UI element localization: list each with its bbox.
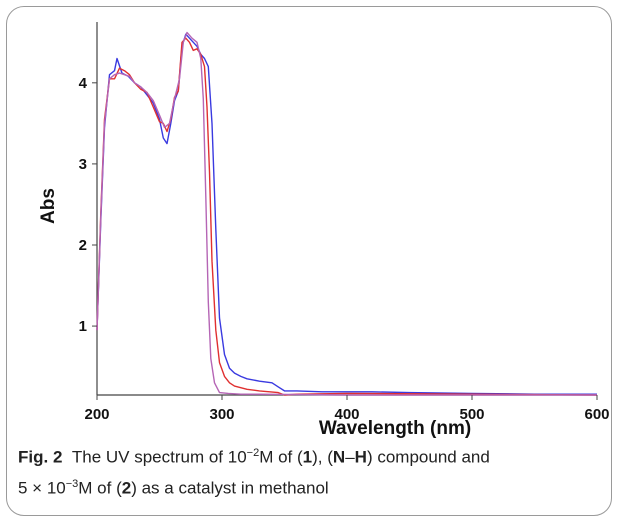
y-axis-title: Abs: [38, 188, 59, 224]
caption-compound-2: 2: [121, 478, 132, 498]
caption-text-2b: M of (: [78, 478, 122, 498]
series-line-2: [96, 37, 598, 396]
x-tick-label: 600: [584, 406, 609, 423]
figure-caption: Fig. 2 The UV spectrum of 10−2M of (1), …: [18, 440, 608, 501]
caption-h: H: [354, 447, 367, 467]
x-tick-label: 200: [84, 406, 109, 423]
caption-text-1b: M of (: [259, 447, 303, 467]
caption-n: N: [332, 447, 346, 467]
caption-text-2a: 5 × 10: [18, 478, 66, 498]
caption-line-1: Fig. 2 The UV spectrum of 10−2M of (1), …: [18, 440, 608, 471]
uv-spectrum-chart: 200 300 400 500 600 1 2 3 4 Wavelength (nm) Abs: [38, 22, 610, 439]
y-tick-label: 2: [79, 237, 87, 254]
caption-text-2c: ) as a catalyst in methanol: [131, 478, 329, 498]
x-tick-label: 400: [334, 406, 359, 423]
series-line-3: [96, 31, 597, 396]
chart-axes: [96, 22, 597, 396]
chart-ticks: 200 300 400 500 600 1 2 3 4: [79, 75, 610, 423]
series-line-1: [96, 33, 597, 395]
x-tick-label: 500: [459, 406, 484, 423]
caption-text-1e: ) compound and: [366, 447, 490, 467]
caption-text-1d: ), (: [312, 447, 333, 467]
figure-frame: [6, 6, 612, 516]
caption-compound-1: 1: [302, 447, 313, 467]
caption-line-2: 5 × 10−3M of (2) as a catalyst in methan…: [18, 471, 608, 502]
caption-text-1a: The UV spectrum of 10: [71, 447, 247, 467]
caption-dash: –: [345, 447, 355, 467]
y-tick-label: 4: [79, 75, 88, 92]
y-tick-label: 1: [79, 318, 87, 335]
caption-sup-1: −2: [246, 447, 260, 459]
y-tick-label: 3: [79, 156, 87, 173]
chart-series: [96, 31, 598, 396]
caption-sup-2: −3: [65, 477, 79, 490]
x-tick-label: 300: [209, 406, 234, 423]
caption-label: Fig. 2: [18, 447, 63, 467]
x-axis-title: Wavelength (nm): [319, 418, 471, 439]
